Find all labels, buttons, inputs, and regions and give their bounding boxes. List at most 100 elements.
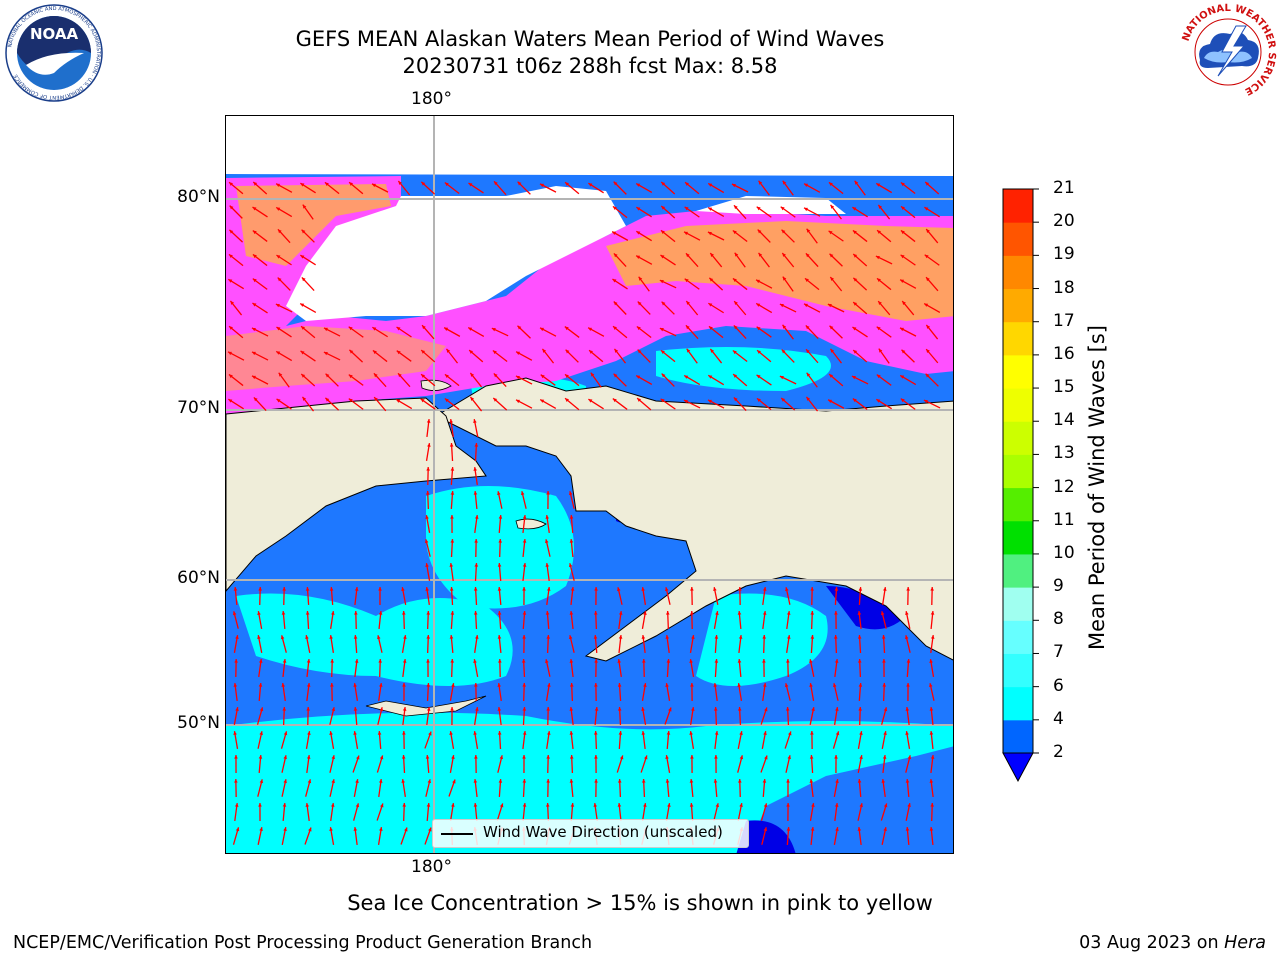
wind-wave-arrow bbox=[929, 826, 934, 846]
map-panel bbox=[225, 115, 954, 854]
wind-wave-arrow bbox=[450, 706, 454, 726]
wind-wave-arrow bbox=[234, 778, 238, 798]
wind-wave-arrow bbox=[737, 803, 743, 821]
wind-wave-arrow bbox=[613, 373, 627, 387]
colorbar-tick-label: 9 bbox=[1053, 576, 1064, 597]
wind-wave-arrow bbox=[449, 803, 455, 821]
wind-wave-arrow bbox=[785, 706, 790, 726]
wind-wave-arrow bbox=[756, 326, 772, 338]
colorbar-label: Mean Period of Wind Waves [s] bbox=[1085, 325, 1109, 650]
wind-wave-arrow bbox=[305, 731, 311, 749]
wind-wave-arrow bbox=[420, 373, 436, 387]
wind-wave-arrow bbox=[756, 206, 772, 218]
wind-wave-arrow bbox=[857, 826, 862, 846]
land-siberia bbox=[226, 397, 487, 592]
wind-wave-arrow bbox=[810, 634, 815, 654]
wind-wave-arrow bbox=[924, 181, 940, 195]
wind-wave-arrow bbox=[569, 754, 574, 774]
wind-wave-arrow bbox=[666, 658, 671, 678]
wind-wave-arrow bbox=[810, 826, 815, 846]
wind-wave-arrow bbox=[665, 803, 671, 821]
colorbar-tick-label: 21 bbox=[1053, 178, 1075, 198]
wind-wave-arrow bbox=[492, 397, 508, 411]
wind-wave-arrow bbox=[545, 659, 551, 677]
wind-wave-arrow bbox=[496, 803, 504, 821]
wind-wave-arrow bbox=[731, 183, 749, 193]
wind-wave-arrow bbox=[348, 398, 364, 410]
polar-blank bbox=[226, 116, 953, 176]
wind-wave-arrow bbox=[760, 755, 768, 773]
wind-wave-arrow bbox=[546, 490, 550, 510]
wind-wave-arrow bbox=[301, 276, 315, 292]
wind-wave-arrow bbox=[881, 587, 887, 605]
wind-wave-arrow bbox=[373, 396, 387, 412]
wind-wave-arrow bbox=[664, 707, 672, 725]
wind-wave-arrow bbox=[449, 731, 455, 749]
wind-wave-arrow bbox=[400, 827, 408, 845]
wind-wave-arrow bbox=[522, 754, 526, 774]
wind-wave-arrow bbox=[924, 206, 940, 218]
wind-wave-arrow bbox=[378, 586, 382, 606]
wind-wave-arrow bbox=[732, 350, 748, 362]
wind-wave-arrow bbox=[784, 731, 792, 749]
wind-wave-arrow bbox=[348, 349, 364, 363]
wind-wave-arrow bbox=[806, 372, 818, 388]
wind-wave-arrow bbox=[570, 802, 575, 822]
wind-wave-arrow bbox=[707, 182, 725, 194]
wind-wave-arrow bbox=[492, 349, 508, 363]
wind-wave-arrow bbox=[877, 204, 891, 220]
wind-wave-arrow bbox=[834, 658, 839, 678]
wind-wave-arrow bbox=[641, 778, 646, 798]
wind-wave-arrow bbox=[302, 204, 314, 220]
colorbar-tick-label: 14 bbox=[1053, 410, 1075, 431]
wind-wave-arrow bbox=[875, 182, 893, 194]
wind-wave-arrow bbox=[282, 658, 287, 678]
wind-wave-arrow bbox=[425, 490, 430, 510]
wind-wave-arrow bbox=[590, 372, 602, 388]
colorbar-segment bbox=[1003, 222, 1033, 256]
wind-wave-arrow bbox=[905, 706, 910, 726]
deep-blue-patch-ne bbox=[826, 586, 906, 630]
wind-wave-arrow bbox=[713, 803, 720, 821]
wind-wave-arrow bbox=[445, 348, 459, 364]
wind-wave-arrow bbox=[329, 707, 336, 725]
wind-wave-arrow bbox=[714, 754, 718, 774]
wind-wave-arrow bbox=[737, 755, 744, 773]
wind-wave-arrow bbox=[282, 706, 287, 726]
wind-wave-arrow bbox=[569, 538, 574, 558]
wind-wave-arrow bbox=[233, 635, 239, 653]
wind-wave-arrow bbox=[709, 348, 723, 364]
wind-wave-arrow bbox=[881, 827, 887, 845]
colorbar-segment bbox=[1003, 686, 1033, 721]
wind-wave-arrow bbox=[876, 374, 892, 386]
wind-wave-arrow bbox=[546, 731, 551, 749]
wind-wave-arrow bbox=[281, 779, 287, 797]
wind-wave-arrow bbox=[449, 634, 454, 654]
wind-wave-arrow bbox=[760, 803, 768, 821]
wind-wave-arrow bbox=[641, 707, 647, 725]
wind-wave-arrow bbox=[323, 327, 341, 337]
wind-wave-arrow bbox=[421, 324, 435, 340]
wind-wave-arrow bbox=[665, 778, 670, 798]
wind-wave-arrow bbox=[761, 827, 768, 845]
lat-label-60n: 60°N bbox=[177, 568, 220, 588]
colorbar-outline bbox=[1002, 188, 1034, 754]
wind-wave-arrow bbox=[780, 206, 796, 218]
wind-wave-arrow bbox=[636, 230, 652, 242]
wind-wave-arrow bbox=[737, 731, 743, 749]
wind-wave-arrow bbox=[522, 778, 527, 798]
wind-wave-arrow bbox=[568, 635, 575, 653]
wind-wave-arrow bbox=[664, 587, 671, 605]
wind-wave-arrow bbox=[924, 254, 940, 266]
wind-wave-arrow bbox=[473, 707, 479, 725]
wind-wave-arrow bbox=[229, 205, 243, 219]
colorbar-tick-label: 18 bbox=[1053, 277, 1075, 298]
wind-wave-arrow bbox=[276, 254, 292, 266]
wind-wave-arrow bbox=[685, 324, 699, 340]
wind-wave-arrow bbox=[786, 610, 791, 630]
wind-wave-arrow bbox=[401, 587, 407, 605]
wind-wave-arrow bbox=[857, 755, 863, 773]
wind-wave-arrow bbox=[923, 399, 941, 409]
wind-wave-arrow bbox=[570, 586, 575, 606]
wind-wave-arrow bbox=[805, 396, 819, 412]
